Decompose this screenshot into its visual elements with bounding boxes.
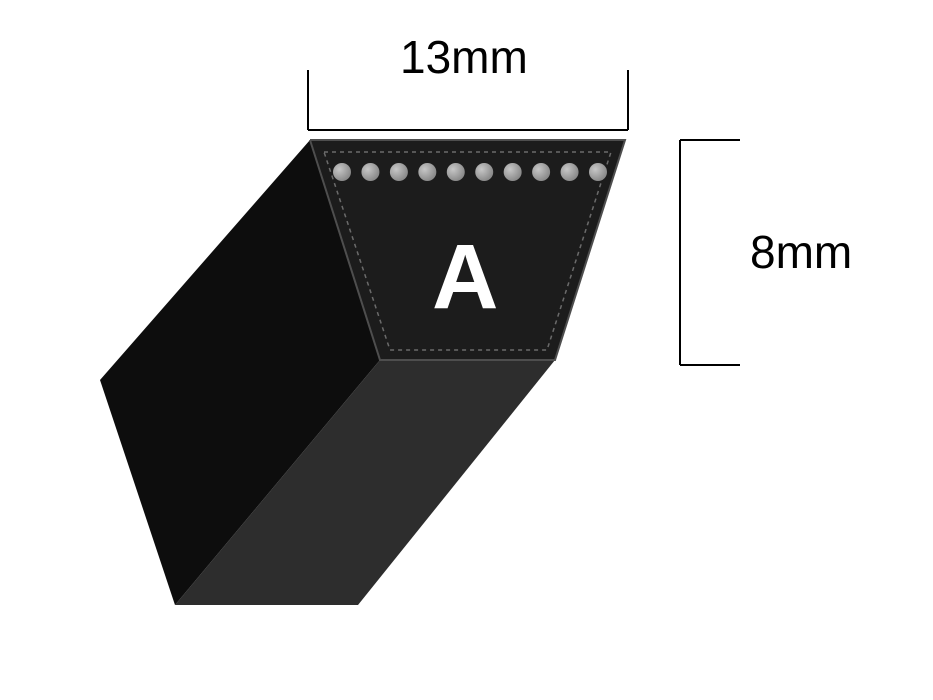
dimension-width-label: 13mm [400,30,528,84]
cord-circle [361,163,379,181]
cord-circle [504,163,522,181]
cord-circle [447,163,465,181]
cord-circle [333,163,351,181]
diagram-stage: 13mm 8mm A [0,0,933,700]
belt-diagram-svg [0,0,933,700]
cord-circle [475,163,493,181]
belt-section-letter: A [432,225,498,330]
dimension-height-label: 8mm [750,225,852,279]
cord-circle [589,163,607,181]
cord-circle [561,163,579,181]
cord-circle [532,163,550,181]
cord-circle [390,163,408,181]
dimension-height-bracket [680,140,740,365]
cord-circle [418,163,436,181]
